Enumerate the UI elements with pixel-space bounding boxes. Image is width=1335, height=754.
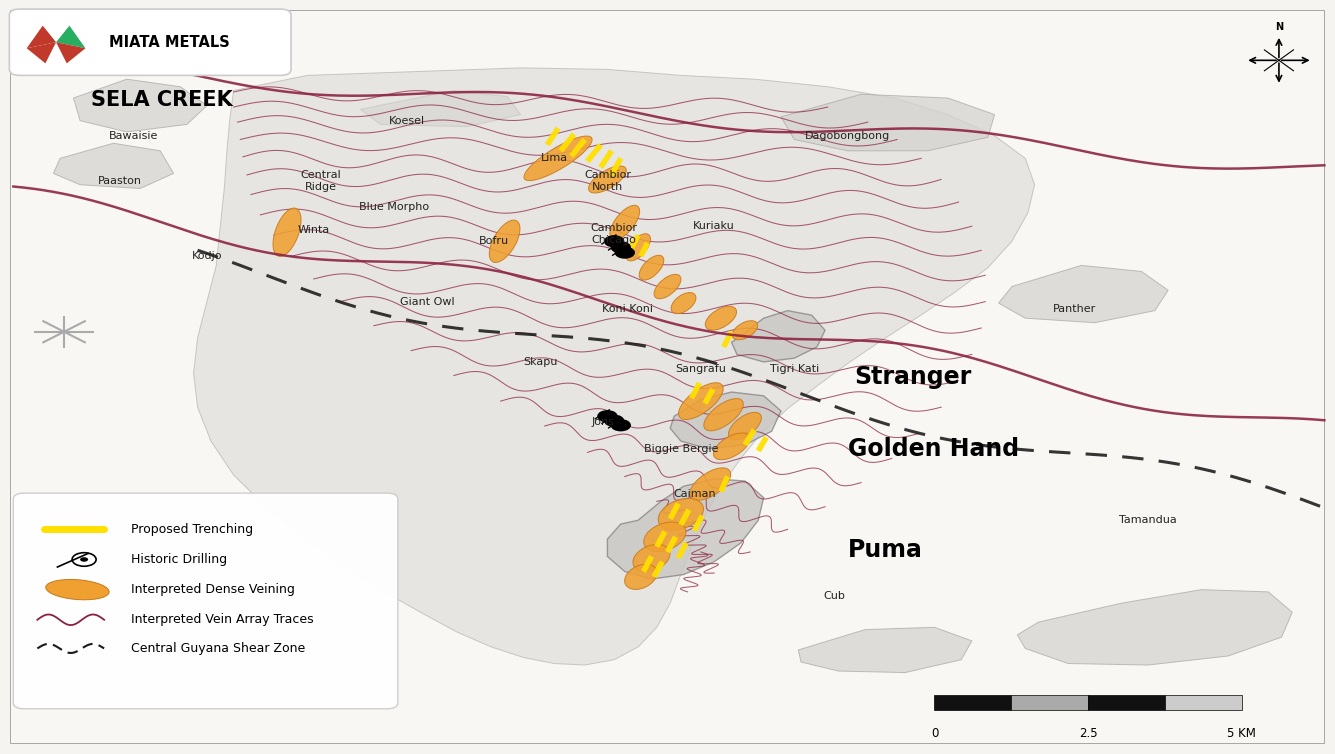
Text: 5 KM: 5 KM: [1227, 727, 1256, 740]
Ellipse shape: [523, 136, 593, 181]
FancyBboxPatch shape: [11, 11, 1324, 743]
Bar: [1012, 695, 1088, 710]
Ellipse shape: [633, 544, 670, 572]
Ellipse shape: [654, 274, 681, 299]
Text: Paaston: Paaston: [99, 176, 142, 186]
Text: Koni Koni: Koni Koni: [602, 304, 653, 314]
Text: Interpreted Dense Veining: Interpreted Dense Veining: [131, 583, 295, 596]
Ellipse shape: [610, 205, 639, 240]
Text: Kuriaku: Kuriaku: [693, 221, 736, 231]
Text: 0: 0: [930, 727, 939, 740]
Text: Caiman: Caiman: [673, 489, 716, 499]
Text: Tigri Kati: Tigri Kati: [770, 364, 818, 375]
Text: Tamandua: Tamandua: [1119, 515, 1177, 526]
Ellipse shape: [690, 468, 730, 500]
Text: Winta: Winta: [298, 225, 330, 235]
Polygon shape: [670, 392, 781, 449]
Polygon shape: [53, 143, 174, 188]
Polygon shape: [194, 68, 1035, 665]
Text: Cambior
North: Cambior North: [583, 170, 631, 192]
Ellipse shape: [589, 166, 626, 193]
Polygon shape: [999, 265, 1168, 323]
Polygon shape: [360, 90, 521, 127]
Text: Historic Drilling: Historic Drilling: [131, 553, 227, 566]
Text: Golden Hand: Golden Hand: [848, 437, 1019, 461]
Polygon shape: [781, 94, 995, 151]
Ellipse shape: [705, 306, 737, 330]
Polygon shape: [73, 79, 207, 132]
Ellipse shape: [713, 433, 750, 460]
Ellipse shape: [704, 399, 744, 431]
Bar: [934, 695, 1011, 710]
Text: Jons: Jons: [591, 417, 615, 428]
Ellipse shape: [672, 293, 696, 314]
Text: Sangrafu: Sangrafu: [676, 364, 726, 375]
Text: Proposed Trenching: Proposed Trenching: [131, 523, 252, 536]
Ellipse shape: [639, 256, 663, 280]
Text: Interpreted Vein Array Traces: Interpreted Vein Array Traces: [131, 613, 314, 627]
Circle shape: [72, 553, 96, 566]
Text: 2.5: 2.5: [1079, 727, 1097, 740]
Polygon shape: [607, 479, 764, 579]
Polygon shape: [27, 26, 56, 48]
Ellipse shape: [626, 234, 650, 261]
Circle shape: [605, 236, 623, 247]
FancyBboxPatch shape: [9, 9, 291, 75]
Text: SELA CREEK: SELA CREEK: [91, 90, 232, 109]
Ellipse shape: [658, 498, 704, 530]
Polygon shape: [56, 42, 85, 63]
Polygon shape: [732, 311, 825, 362]
Circle shape: [611, 242, 630, 253]
Ellipse shape: [272, 208, 302, 256]
Ellipse shape: [732, 320, 758, 340]
Text: Bofru: Bofru: [479, 236, 509, 247]
Polygon shape: [798, 627, 972, 673]
Text: Stranger: Stranger: [854, 365, 972, 389]
Bar: [1165, 695, 1242, 710]
Text: Biggie Bergie: Biggie Bergie: [643, 443, 718, 454]
Ellipse shape: [490, 220, 519, 262]
Text: Lima: Lima: [541, 153, 567, 164]
Text: MIATA METALS: MIATA METALS: [109, 35, 230, 50]
Text: Puma: Puma: [848, 538, 922, 562]
Polygon shape: [56, 26, 85, 48]
FancyBboxPatch shape: [13, 493, 398, 709]
Text: Koesel: Koesel: [388, 115, 426, 126]
Text: N: N: [1275, 22, 1283, 32]
Text: Skapu: Skapu: [523, 357, 558, 367]
Text: Panther: Panther: [1053, 304, 1096, 314]
Ellipse shape: [625, 564, 657, 590]
Polygon shape: [27, 42, 56, 63]
Text: Central
Ridge: Central Ridge: [300, 170, 340, 192]
Polygon shape: [1017, 590, 1292, 665]
Bar: [1088, 695, 1164, 710]
Text: Cub: Cub: [824, 590, 845, 601]
Text: Cambior
Chicago: Cambior Chicago: [590, 223, 638, 244]
Ellipse shape: [45, 580, 109, 599]
Circle shape: [615, 247, 634, 258]
Text: Giant Owl: Giant Owl: [400, 296, 454, 307]
Ellipse shape: [678, 383, 724, 419]
Text: Kodjo: Kodjo: [192, 251, 222, 262]
Ellipse shape: [643, 522, 686, 552]
Text: Dagobongbong: Dagobongbong: [805, 130, 890, 141]
Circle shape: [80, 557, 88, 562]
Circle shape: [598, 411, 617, 421]
Circle shape: [611, 420, 630, 431]
Text: Bawaisie: Bawaisie: [109, 130, 158, 141]
Ellipse shape: [729, 412, 761, 440]
Text: Central Guyana Shear Zone: Central Guyana Shear Zone: [131, 642, 306, 655]
Circle shape: [605, 415, 623, 426]
Text: Blue Morpho: Blue Morpho: [359, 202, 429, 213]
